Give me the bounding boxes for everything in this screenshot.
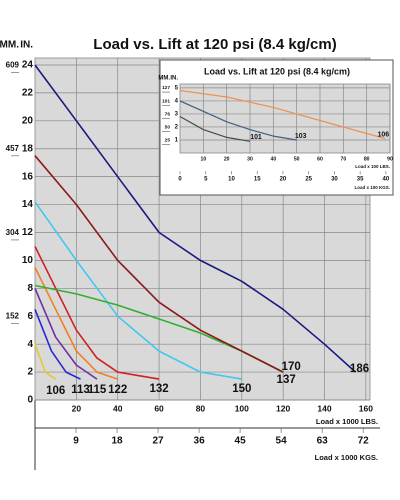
x2-tick-label: 25 bbox=[305, 177, 312, 183]
series-label: 115 bbox=[88, 384, 107, 396]
y2-tick-label: 152 bbox=[6, 312, 20, 321]
series-label: 106 bbox=[46, 385, 65, 397]
series-label: 106 bbox=[378, 132, 390, 139]
series-label: 132 bbox=[149, 383, 168, 395]
x-tick-label: 70 bbox=[340, 156, 346, 162]
x2-tick-label: 27 bbox=[152, 436, 164, 447]
x2-tick-label: 30 bbox=[331, 177, 338, 183]
y-axis-label: IN. bbox=[170, 76, 178, 82]
y-axis-label: IN. bbox=[20, 40, 33, 51]
x-tick-label: 120 bbox=[276, 403, 290, 413]
x-tick-label: 40 bbox=[113, 403, 123, 413]
y2-tick-label: 50 bbox=[165, 125, 171, 131]
x-tick-label: 140 bbox=[317, 403, 331, 413]
x2-tick-label: 40 bbox=[383, 177, 390, 183]
x2-tick-label: 72 bbox=[358, 436, 370, 447]
series-line bbox=[179, 115, 251, 142]
y2-tick-label: 101 bbox=[162, 98, 170, 104]
series-line bbox=[34, 246, 160, 380]
series-label: 101 bbox=[250, 134, 262, 141]
series-line bbox=[34, 155, 284, 373]
y-tick-label: 22 bbox=[22, 88, 34, 99]
x2-tick-label: 35 bbox=[357, 177, 364, 183]
x-tick-label: 100 bbox=[235, 403, 249, 413]
y-tick-label: 5 bbox=[175, 85, 179, 91]
x-tick-label: 90 bbox=[387, 156, 393, 162]
y2-axis-label: MM. bbox=[0, 40, 19, 51]
y-tick-label: 12 bbox=[22, 227, 34, 238]
x-tick-label: 40 bbox=[270, 156, 276, 162]
y2-axis-label: MM. bbox=[158, 76, 170, 82]
y-tick-label: 4 bbox=[27, 339, 33, 350]
series-line bbox=[34, 267, 118, 380]
chart-title: Load vs. Lift at 120 psi (8.4 kg/cm) bbox=[93, 36, 336, 53]
x-tick-label: 80 bbox=[196, 403, 206, 413]
series-line bbox=[34, 201, 242, 380]
series-line bbox=[34, 64, 357, 373]
x2-tick-label: 9 bbox=[73, 436, 79, 447]
x-tick-label: 20 bbox=[72, 403, 82, 413]
x2-tick-label: 5 bbox=[204, 177, 208, 183]
x-tick-label: 30 bbox=[247, 156, 253, 162]
series-label: 137 bbox=[277, 374, 296, 386]
y-tick-label: 18 bbox=[22, 143, 34, 154]
series-line bbox=[34, 343, 57, 380]
y-tick-label: 6 bbox=[27, 311, 33, 322]
x-tick-label: 160 bbox=[359, 403, 373, 413]
x-axis-label: Load x 1000 LBS. bbox=[316, 417, 378, 426]
x2-tick-label: 20 bbox=[280, 177, 287, 183]
series-label: 103 bbox=[295, 133, 307, 140]
series-line bbox=[34, 309, 81, 380]
y-tick-label: 4 bbox=[175, 99, 179, 105]
y-tick-label: 2 bbox=[175, 125, 179, 131]
x-tick-label: 60 bbox=[154, 403, 164, 413]
series-line bbox=[179, 100, 297, 141]
y-tick-label: 10 bbox=[22, 255, 34, 266]
series-line bbox=[179, 89, 386, 140]
series-line bbox=[34, 287, 98, 380]
x-tick-label: 20 bbox=[224, 156, 230, 162]
series-label: 122 bbox=[108, 384, 127, 396]
x2-tick-label: 15 bbox=[254, 177, 261, 183]
x-axis-label: Load x 100 LBS. bbox=[355, 164, 390, 169]
y2-tick-label: 76 bbox=[165, 111, 171, 117]
x-tick-label: 80 bbox=[364, 156, 370, 162]
y-tick-label: 8 bbox=[27, 283, 33, 294]
x2-tick-label: 18 bbox=[111, 436, 123, 447]
x-tick-label: 50 bbox=[294, 156, 300, 162]
y-tick-label: 20 bbox=[22, 115, 34, 126]
y2-tick-label: 25 bbox=[165, 137, 171, 143]
series-label: 186 bbox=[350, 363, 369, 375]
x2-tick-label: 54 bbox=[276, 436, 288, 447]
y-tick-label: 1 bbox=[175, 138, 179, 144]
x-tick-label: 60 bbox=[317, 156, 323, 162]
x2-tick-label: 45 bbox=[235, 436, 247, 447]
x-tick-label: 10 bbox=[200, 156, 206, 162]
y-tick-label: 16 bbox=[22, 171, 34, 182]
y2-tick-label: 127 bbox=[162, 85, 170, 91]
series-label: 150 bbox=[232, 383, 251, 395]
y-tick-label: 2 bbox=[27, 367, 33, 378]
y2-tick-label: 609 bbox=[6, 60, 20, 69]
y-tick-label: 0 bbox=[27, 395, 33, 406]
y-tick-label: 3 bbox=[175, 112, 179, 118]
y-tick-label: 14 bbox=[22, 199, 34, 210]
series-label: 170 bbox=[282, 361, 301, 373]
x2-tick-label: 63 bbox=[317, 436, 329, 447]
x2-tick-label: 36 bbox=[194, 436, 206, 447]
y2-tick-label: 457 bbox=[6, 144, 20, 153]
series-label: 113 bbox=[71, 384, 90, 396]
y-tick-label: 24 bbox=[22, 60, 34, 71]
chart-title: Load vs. Lift at 120 psi (8.4 kg/cm) bbox=[204, 66, 350, 76]
x2-axis-label: Load x 100 KGS. bbox=[354, 185, 390, 190]
y2-tick-label: 304 bbox=[6, 228, 20, 237]
x2-tick-label: 0 bbox=[178, 177, 182, 183]
x2-tick-label: 10 bbox=[228, 177, 235, 183]
x2-axis-label: Load x 1000 KGS. bbox=[315, 453, 378, 462]
